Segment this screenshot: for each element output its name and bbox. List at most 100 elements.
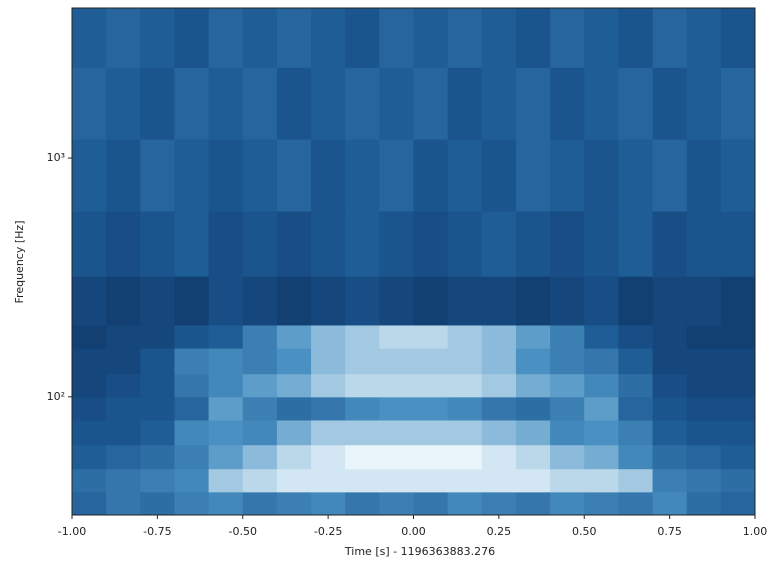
heatmap-cell: [584, 491, 619, 516]
heatmap-cell: [106, 139, 141, 212]
heatmap-cell: [550, 491, 585, 516]
y-tick-label: 10²: [47, 390, 65, 403]
x-tick-label: -0.25: [314, 525, 342, 538]
heatmap-cell: [379, 276, 414, 326]
heatmap-cell: [72, 211, 107, 277]
heatmap-cell: [242, 67, 278, 140]
heatmap-cell: [276, 419, 312, 446]
heatmap-cell: [106, 276, 141, 326]
heatmap-cell: [618, 419, 654, 446]
heatmap-cell: [481, 348, 517, 375]
heatmap-cell: [379, 468, 414, 493]
heatmap-cell: [550, 276, 585, 326]
heatmap-cell: [515, 373, 551, 398]
heatmap-cell: [447, 396, 483, 421]
heatmap-cell: [447, 276, 483, 326]
heatmap-cell: [276, 348, 312, 375]
heatmap-cell: [481, 396, 517, 421]
heatmap-cell: [720, 67, 756, 140]
heatmap-cell: [447, 444, 483, 470]
x-axis-label: Time [s] - 1196363883.276: [344, 545, 495, 558]
heatmap-cell: [379, 139, 414, 212]
heatmap-cell: [379, 491, 414, 516]
heatmap-cell: [618, 373, 654, 398]
heatmap-cell: [379, 373, 414, 398]
heatmap-cell: [481, 373, 517, 398]
heatmap-cell: [652, 348, 688, 375]
heatmap-cell: [584, 348, 619, 375]
heatmap-cell: [481, 67, 517, 140]
heatmap-cell: [413, 8, 449, 68]
heatmap-cell: [208, 373, 244, 398]
heatmap-cell: [140, 139, 175, 212]
heatmap-cell: [652, 468, 688, 493]
heatmap-cell: [413, 324, 449, 349]
heatmap-cell: [311, 139, 346, 212]
heatmap-cell: [106, 324, 141, 349]
heatmap-cell: [140, 348, 175, 375]
heatmap-cell: [413, 211, 449, 277]
heatmap-cell: [276, 67, 312, 140]
heatmap-cell: [174, 419, 210, 446]
heatmap-cell: [311, 419, 346, 446]
heatmap-cell: [720, 276, 756, 326]
heatmap-cell: [276, 373, 312, 398]
heatmap-cell: [515, 211, 551, 277]
y-axis-label: Frequency [Hz]: [13, 221, 26, 304]
heatmap-cell: [208, 396, 244, 421]
heatmap-cell: [345, 468, 380, 493]
heatmap-cell: [652, 396, 688, 421]
heatmap-cell: [174, 324, 210, 349]
heatmap-cell: [584, 324, 619, 349]
x-tick-label: 0.75: [657, 525, 682, 538]
heatmap-cell: [72, 491, 107, 516]
heatmap-cell: [345, 276, 380, 326]
heatmap-cell: [686, 468, 722, 493]
heatmap-cell: [515, 8, 551, 68]
heatmap-cell: [140, 468, 175, 493]
heatmap-cell: [208, 324, 244, 349]
heatmap-cell: [276, 444, 312, 470]
heatmap-cell: [208, 419, 244, 446]
heatmap-cell: [447, 373, 483, 398]
heatmap-cell: [481, 444, 517, 470]
heatmap-cell: [345, 8, 380, 68]
heatmap-cell: [720, 348, 756, 375]
heatmap-cell: [379, 8, 414, 68]
heatmap-cell: [174, 373, 210, 398]
heatmap-cell: [413, 348, 449, 375]
heatmap-cell: [447, 468, 483, 493]
heatmap-cell: [242, 211, 278, 277]
heatmap-cell: [174, 444, 210, 470]
heatmap-cell: [379, 211, 414, 277]
heatmap-cell: [584, 444, 619, 470]
y-tick-label: 10³: [47, 151, 65, 164]
heatmap-cell: [140, 419, 175, 446]
heatmap-cell: [174, 348, 210, 375]
heatmap-cell: [345, 67, 380, 140]
heatmap-cell: [106, 444, 141, 470]
heatmap-cell: [72, 324, 107, 349]
heatmap-cell: [72, 419, 107, 446]
heatmap-cell: [140, 324, 175, 349]
heatmap-cell: [276, 211, 312, 277]
heatmap-cell: [140, 8, 175, 68]
heatmap-cell: [584, 396, 619, 421]
heatmap-cell: [276, 8, 312, 68]
heatmap-cell: [686, 67, 722, 140]
heatmap-cell: [447, 348, 483, 375]
heatmap-cell: [618, 211, 654, 277]
heatmap-cell: [311, 491, 346, 516]
heatmap-cell: [208, 211, 244, 277]
heatmap-cell: [686, 444, 722, 470]
heatmap-cell: [618, 8, 654, 68]
heatmap-cell: [584, 139, 619, 212]
heatmap-cell: [686, 139, 722, 212]
heatmap-cell: [720, 491, 756, 516]
heatmap-cell: [242, 396, 278, 421]
heatmap-cell: [208, 67, 244, 140]
heatmap-cell: [174, 491, 210, 516]
heatmap-cell: [208, 276, 244, 326]
heatmap-cell: [242, 419, 278, 446]
heatmap-cell: [174, 211, 210, 277]
